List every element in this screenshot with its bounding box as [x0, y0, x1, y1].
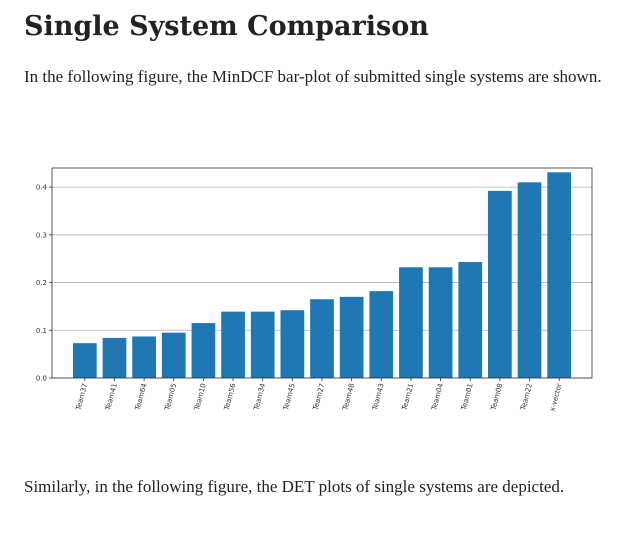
bar-series: [72, 172, 572, 378]
bar: [250, 311, 275, 378]
page-title: Single System Comparison: [24, 11, 429, 42]
x-tick-label: Team21: [400, 382, 415, 412]
bar: [488, 190, 512, 378]
y-tick-label: 0.4: [36, 184, 48, 192]
chart-svg: 0.0 0.1 0.2 0.3 0.4 Team37 Team41 Team64 Team05…: [36, 167, 593, 412]
y-tick-label: 0.0: [36, 375, 47, 383]
x-tick-label: Team04: [430, 382, 445, 412]
bar: [102, 337, 127, 378]
x-axis-ticks: Team37 Team41 Team64 Team05 Team10 Team56 Team…: [74, 378, 564, 412]
bar: [369, 291, 394, 378]
x-tick-label: Team43: [371, 382, 386, 412]
x-tick-label: Team56: [222, 382, 237, 412]
x-tick-label: Team10: [193, 382, 208, 412]
x-tick-label: Team34: [252, 382, 267, 412]
y-tick-label: 0.2: [36, 279, 47, 287]
bar: [428, 267, 453, 378]
bar: [339, 296, 364, 378]
bar: [280, 310, 305, 378]
x-tick-label: Team48: [341, 382, 356, 412]
y-tick-label: 0.1: [36, 327, 47, 335]
x-tick-label: Team01: [460, 382, 475, 412]
x-tick-label: Team27: [311, 382, 326, 412]
bar: [310, 299, 334, 378]
x-tick-label: Team45: [282, 382, 297, 412]
x-tick-label: Team05: [163, 382, 178, 412]
outro-paragraph: Similarly, in the following figure, the …: [24, 477, 565, 496]
bar: [132, 336, 156, 378]
x-tick-label: x-vector: [548, 382, 563, 412]
bar: [161, 332, 186, 378]
x-tick-label: Team64: [133, 382, 148, 412]
bar: [458, 262, 483, 378]
x-tick-label: Team22: [519, 382, 534, 412]
bar: [221, 311, 245, 378]
bar: [191, 323, 216, 378]
y-tick-label: 0.3: [36, 231, 47, 239]
y-axis-ticks: 0.0 0.1 0.2 0.3 0.4: [36, 184, 52, 383]
bar: [399, 267, 423, 378]
bar: [517, 182, 542, 378]
x-tick-label: Team41: [104, 382, 119, 412]
intro-paragraph: In the following figure, the MinDCF bar-…: [24, 67, 602, 86]
x-tick-label: Team37: [74, 382, 89, 412]
bar: [547, 172, 572, 378]
x-tick-label: Team08: [489, 382, 504, 412]
mindcf-bar-chart: 0.0 0.1 0.2 0.3 0.4 Team37 Team41 Team64 Team05…: [24, 160, 624, 456]
bar: [72, 343, 97, 378]
